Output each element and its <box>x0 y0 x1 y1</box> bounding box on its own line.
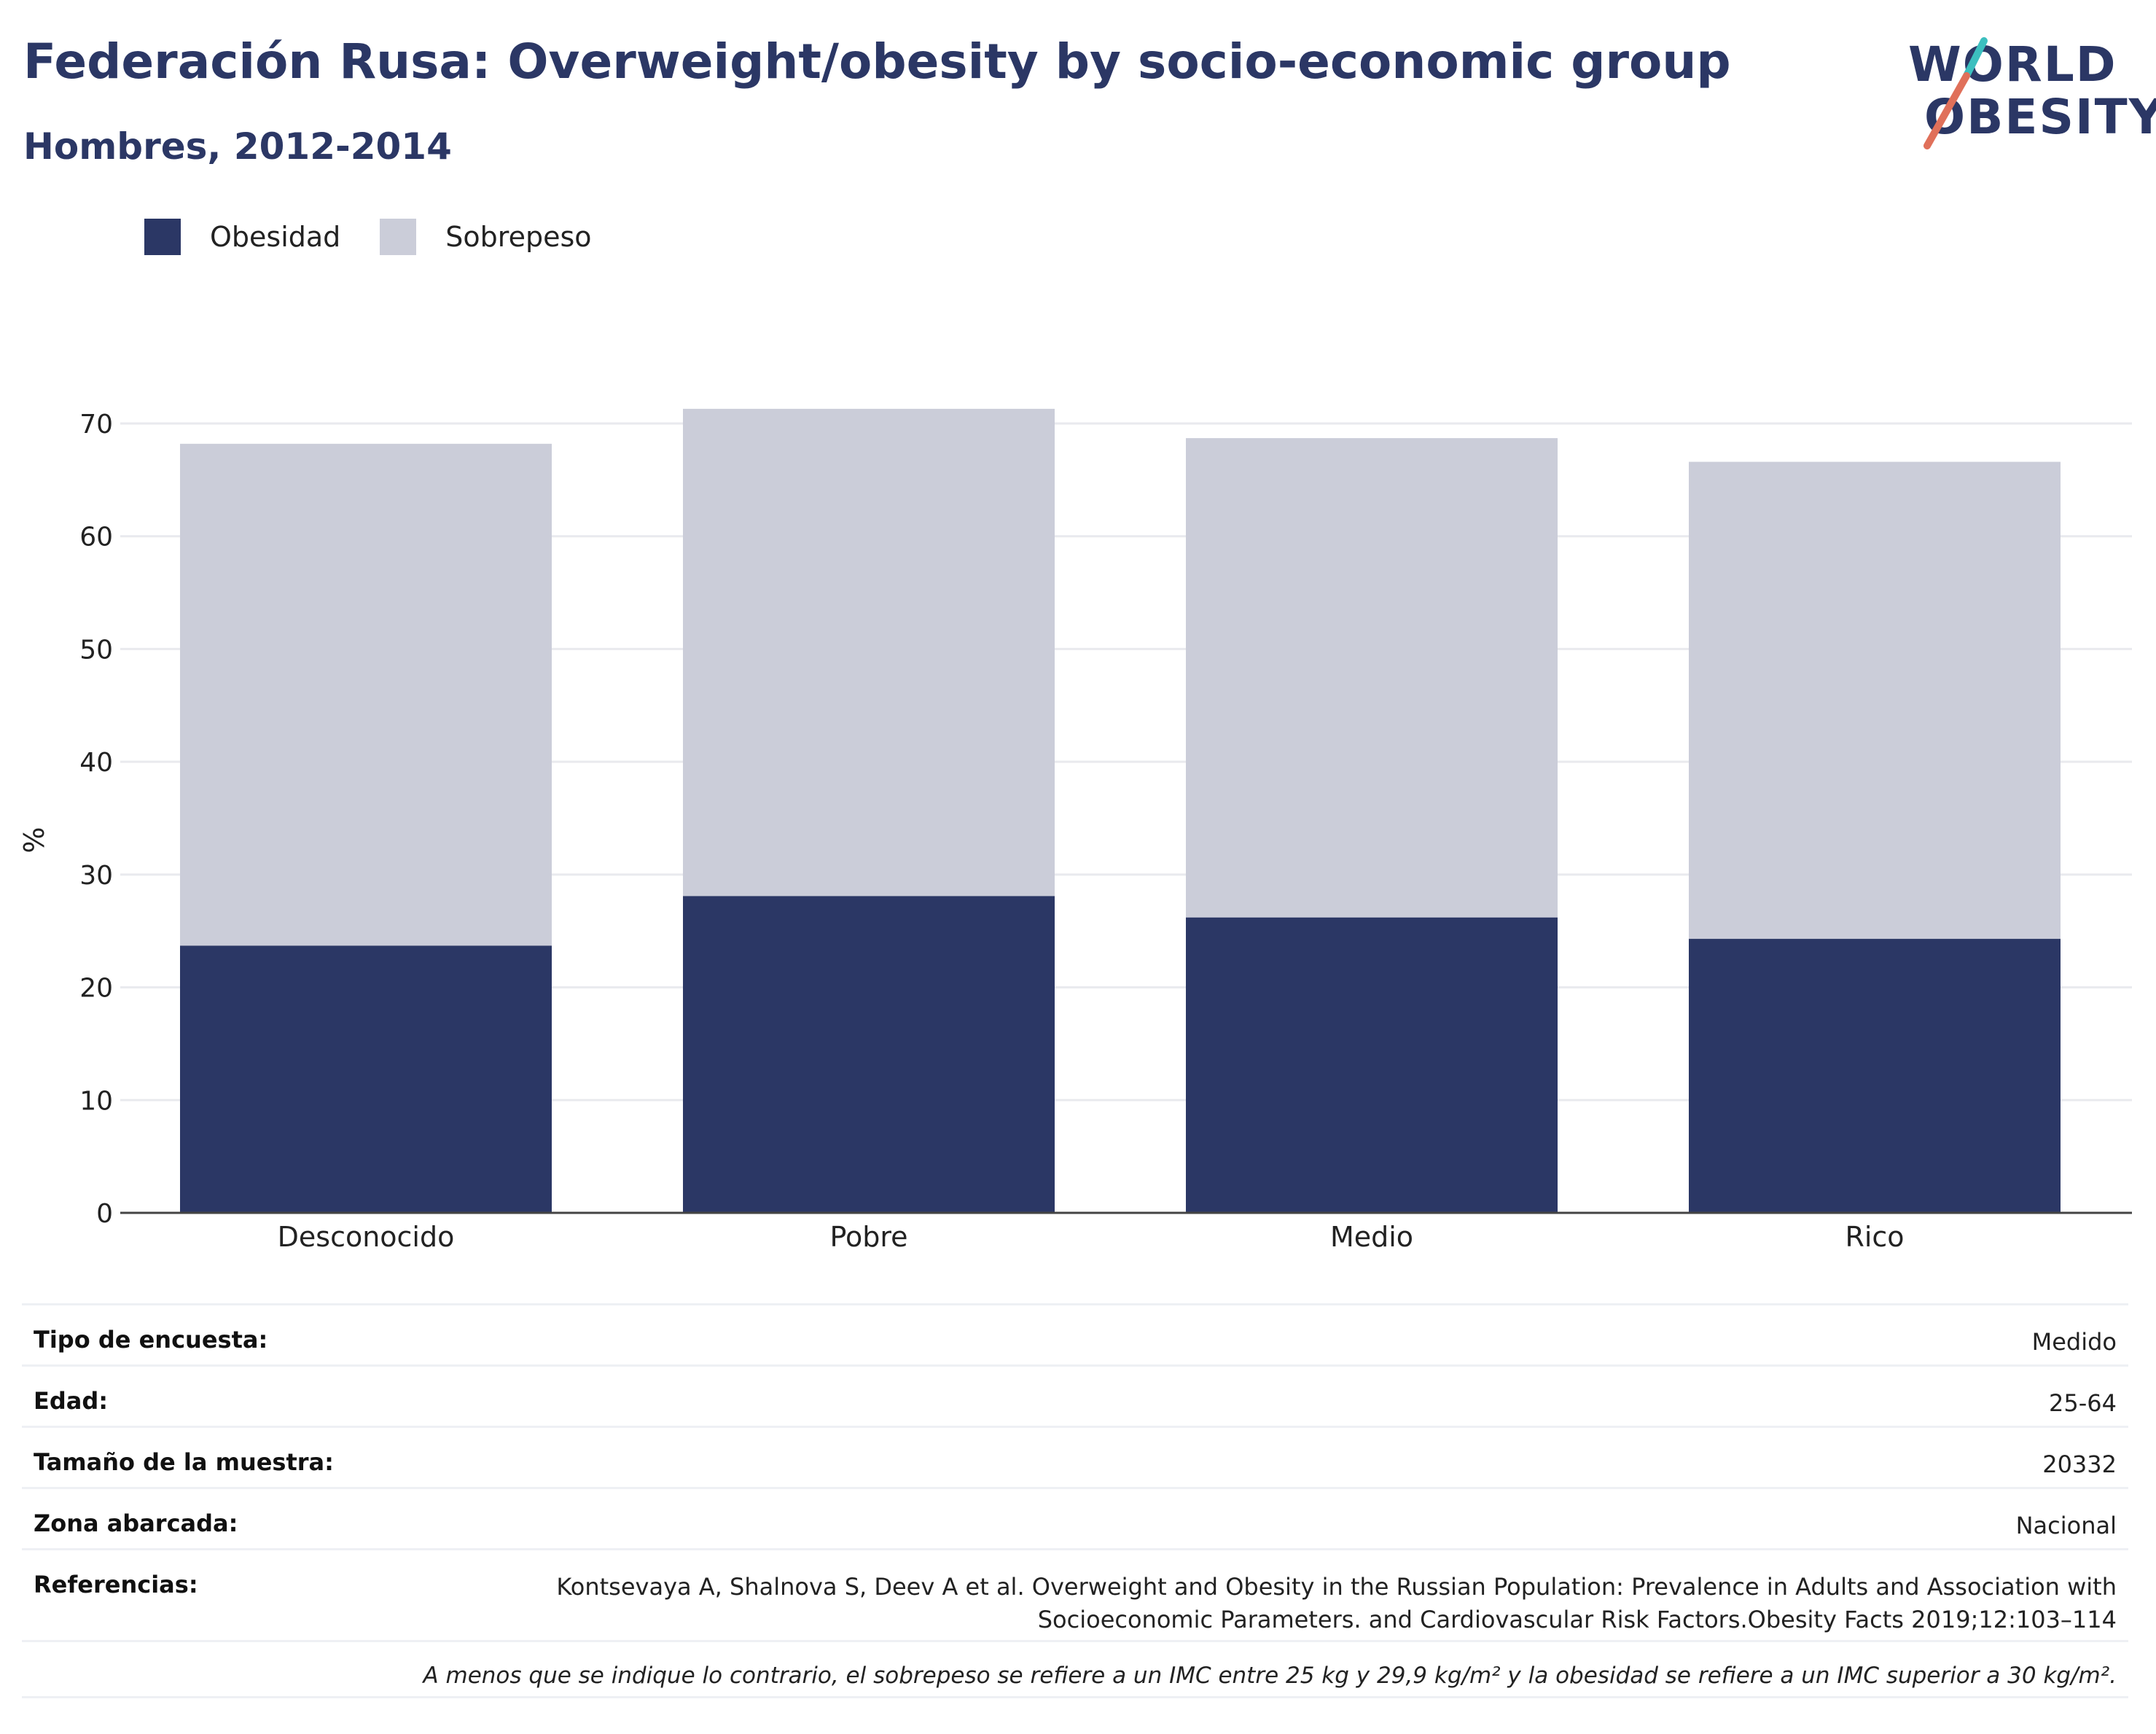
x-tick-label: Desconocido <box>278 1221 455 1253</box>
chart-legend: Obesidad Sobrepeso <box>144 219 631 255</box>
legend-label-obesity: Obesidad <box>210 221 341 253</box>
bar-obesity <box>180 945 552 1213</box>
y-tick-label: 20 <box>79 974 113 1004</box>
logo-text-obesity: OBESITY <box>1924 89 2156 145</box>
meta-row-sample-size: Tamaño de la muestra: 20332 <box>22 1426 2128 1487</box>
legend-label-overweight: Sobrepeso <box>445 221 592 253</box>
y-tick-label: 60 <box>79 523 113 552</box>
meta-key: Edad: <box>34 1387 109 1415</box>
stacked-bar-chart: 0 10 20 30 40 50 60 70 Desconocido Pobre Medio Rico… <box>18 408 2132 1253</box>
meta-value: 25-64 <box>2049 1389 2117 1417</box>
meta-key: Tamaño de la muestra: <box>34 1448 334 1476</box>
bar-obesity <box>683 896 1055 1213</box>
legend-item-overweight[interactable]: Sobrepeso <box>380 219 592 255</box>
footnote-text: A menos que se indique lo contrario, el … <box>423 1663 2117 1689</box>
x-tick-label: Medio <box>1330 1221 1413 1253</box>
bar-overweight <box>1689 461 2061 940</box>
survey-details-table: Tipo de encuesta: Medido Edad: 25-64 Tam… <box>22 1303 2128 1698</box>
bar-overweight <box>683 408 1055 897</box>
meta-row-age: Edad: 25-64 <box>22 1364 2128 1426</box>
y-tick-label: 0 <box>96 1199 113 1229</box>
y-tick-label: 10 <box>79 1086 113 1116</box>
meta-value: Nacional <box>2015 1512 2117 1539</box>
meta-row-footnote: A menos que se indique lo contrario, el … <box>22 1640 2128 1698</box>
bar-overweight <box>1186 438 1558 918</box>
meta-row-references: Referencias: Kontsevaya A, Shalnova S, D… <box>22 1548 2128 1640</box>
bar-obesity <box>1186 917 1558 1213</box>
reference-text: Kontsevaya A, Shalnova S, Deev A et al. … <box>556 1573 2117 1633</box>
legend-swatch-obesity <box>144 219 181 255</box>
bar-overweight <box>180 443 552 946</box>
logo-text-world: WORLD <box>1908 36 2117 93</box>
legend-item-obesity[interactable]: Obesidad <box>144 219 340 255</box>
meta-value: Medido <box>2031 1328 2117 1356</box>
y-tick-label: 50 <box>79 635 113 665</box>
y-tick-label: 40 <box>79 748 113 778</box>
bar-obesity <box>1689 939 2061 1213</box>
x-tick-label: Pobre <box>829 1221 907 1253</box>
logo-slash-icon <box>1923 37 1988 149</box>
meta-key: Tipo de encuesta: <box>34 1326 268 1354</box>
meta-key: Zona abarcada: <box>34 1510 238 1537</box>
meta-value: 20332 <box>2042 1450 2117 1478</box>
meta-row-survey-type: Tipo de encuesta: Medido <box>22 1303 2128 1364</box>
chart-title: Federación Rusa: Overweight/obesity by s… <box>23 34 1731 90</box>
world-obesity-logo: WORLD OBESITY <box>1895 22 2156 160</box>
meta-row-coverage: Zona abarcada: Nacional <box>22 1487 2128 1548</box>
legend-swatch-overweight <box>380 219 417 255</box>
meta-key: Referencias: <box>34 1571 198 1598</box>
y-axis-label: % <box>18 827 50 853</box>
y-tick-label: 30 <box>79 861 113 891</box>
y-tick-label: 70 <box>79 410 113 440</box>
x-tick-label: Rico <box>1845 1221 1904 1253</box>
chart-subtitle: Hombres, 2012-2014 <box>23 125 452 168</box>
